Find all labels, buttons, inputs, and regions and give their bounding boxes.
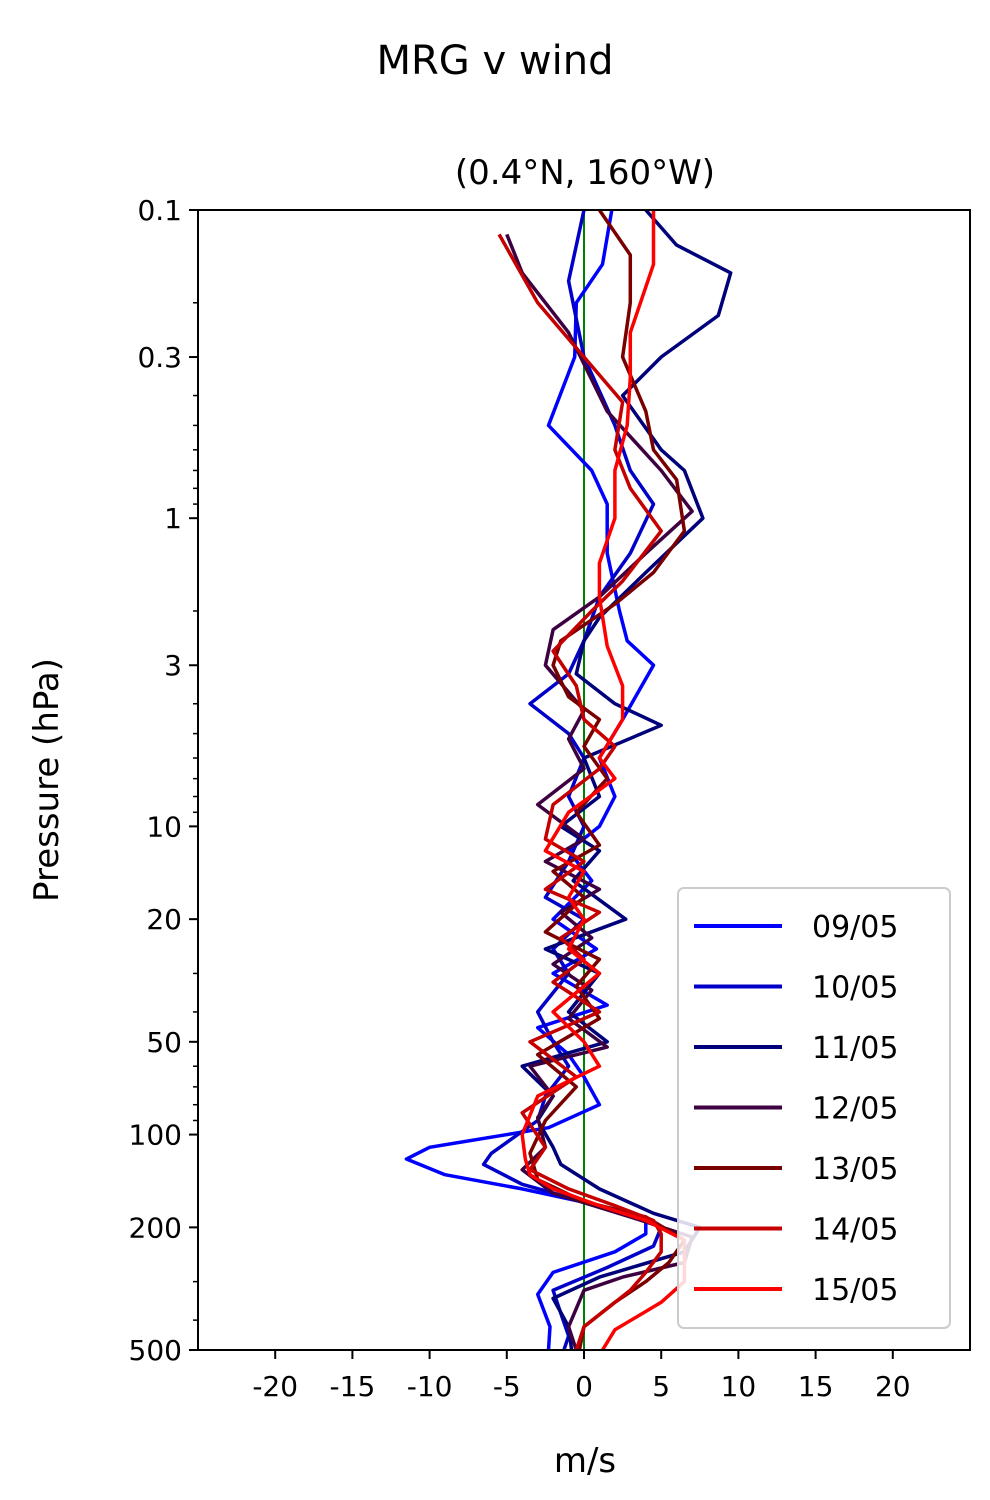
legend-box <box>677 887 951 1329</box>
legend-label: 10/05 <box>812 971 898 1006</box>
y-tick-label: 10 <box>146 810 182 843</box>
y-tick-label: 100 <box>129 1119 182 1152</box>
series-line-14-05 <box>497 233 663 1350</box>
legend-label: 13/05 <box>812 1152 898 1187</box>
y-tick-label: 200 <box>129 1211 182 1244</box>
x-tick-label: -5 <box>493 1370 521 1403</box>
legend-label: 11/05 <box>812 1031 898 1066</box>
legend-entries: 09/05 10/05 11/05 12/05 13/05 14/05 15/05 <box>694 910 898 1308</box>
y-tick-label: 1 <box>164 502 182 535</box>
series-line-13-05 <box>528 210 687 1350</box>
legend-label: 09/05 <box>812 910 898 945</box>
series-line-15-05 <box>520 210 687 1350</box>
y-axis-ticks: 0.1 0.3 1 3 10 20 50 100 200 500 <box>129 194 198 1367</box>
x-tick-label: 15 <box>798 1370 834 1403</box>
chart-title: (0.4°N, 160°W) <box>455 153 715 193</box>
x-axis-ticks: -20 -15 -10 -5 0 5 10 15 20 <box>252 1350 911 1403</box>
series-line-11-05 <box>520 210 733 1350</box>
x-tick-label: -20 <box>252 1370 298 1403</box>
x-tick-label: 20 <box>875 1370 911 1403</box>
x-tick-label: -10 <box>407 1370 453 1403</box>
y-tick-label: 0.1 <box>137 194 182 227</box>
series-layer <box>404 210 733 1350</box>
x-tick-label: -15 <box>330 1370 376 1403</box>
y-tick-label: 3 <box>164 649 182 682</box>
legend-label: 12/05 <box>812 1092 898 1127</box>
x-tick-label: 10 <box>721 1370 757 1403</box>
x-tick-label: 0 <box>575 1370 593 1403</box>
series-line-09-05 <box>404 210 656 1350</box>
legend: 09/05 10/05 11/05 12/05 13/05 14/05 15/05 <box>677 887 951 1329</box>
y-tick-label: 0.3 <box>137 341 182 374</box>
legend-label: 15/05 <box>812 1273 898 1308</box>
figure-suptitle: MRG v wind <box>377 38 614 84</box>
x-axis-label: m/s <box>554 1441 616 1481</box>
legend-label: 14/05 <box>812 1213 898 1248</box>
y-tick-label: 500 <box>129 1334 182 1367</box>
y-tick-label: 50 <box>146 1026 182 1059</box>
x-tick-label: 5 <box>652 1370 670 1403</box>
y-axis-label: Pressure (hPa) <box>27 658 67 902</box>
y-tick-label: 20 <box>146 903 182 936</box>
